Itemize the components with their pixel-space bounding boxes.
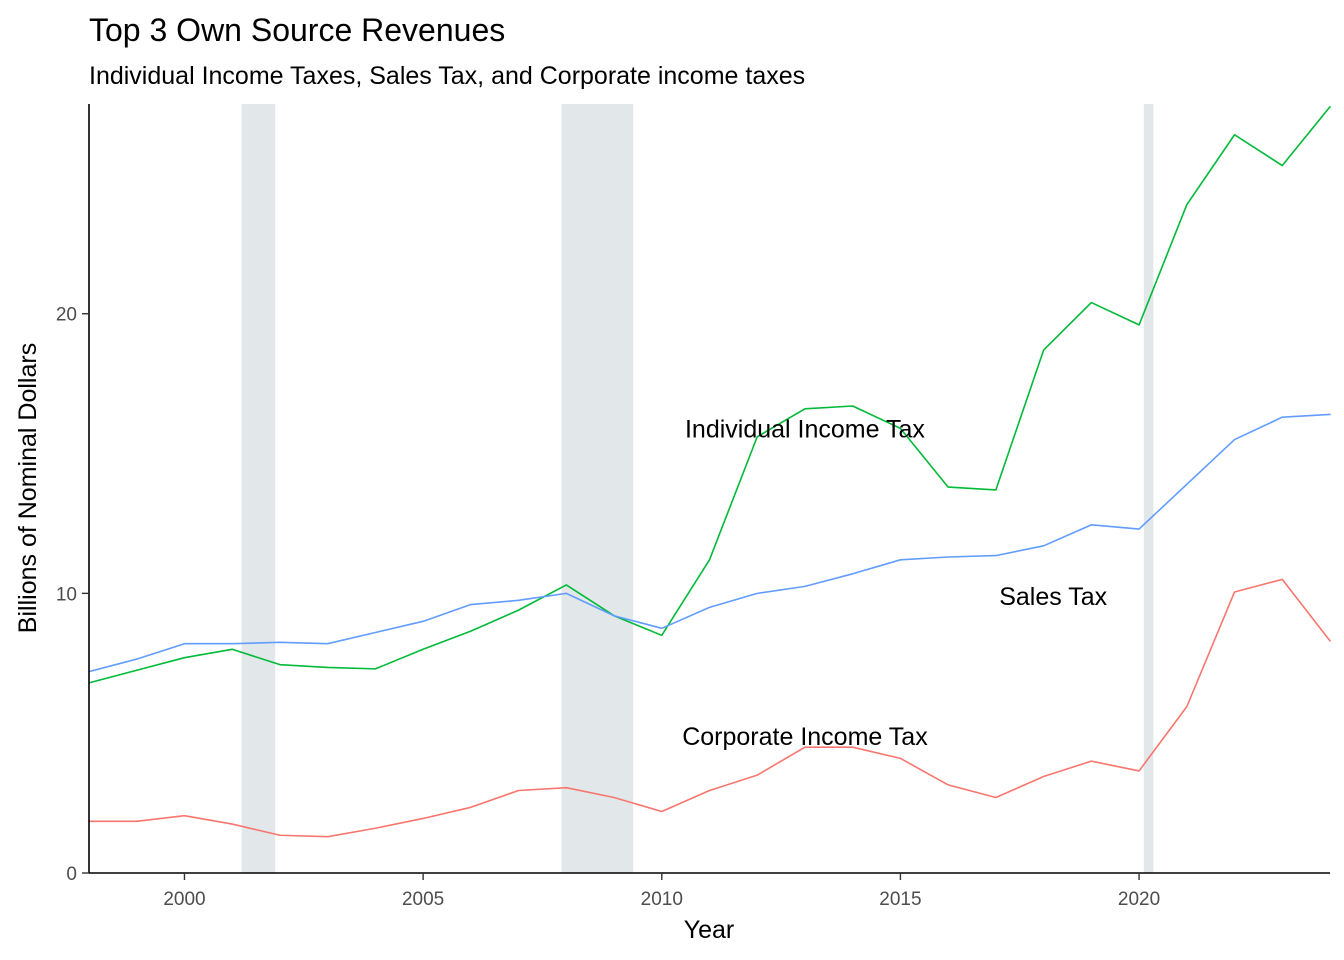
annotation-individual-income-tax: Individual Income Tax [685,415,925,443]
y-tick-label: 20 [56,305,77,326]
y-tick-label: 10 [56,584,77,605]
recession-band-2 [561,104,634,873]
x-tick-label: 2015 [879,889,921,910]
recession-bands [241,104,1154,873]
chart-title: Top 3 Own Source Revenues [89,12,505,48]
series-line-individual-income-tax [88,106,1331,684]
x-tick-label: 2000 [163,889,205,910]
y-tick-label: 0 [66,864,77,885]
recession-band-3 [1143,104,1154,873]
y-axis-ticks: 0 10 20 [56,305,89,885]
series-annotations: Individual Income Tax Sales Tax Corporate … [682,415,1107,751]
y-axis-title: Billions of Nominal Dollars [14,343,42,633]
recession-band-1 [241,104,276,873]
x-axis-title: Year [684,916,735,944]
x-tick-label: 2005 [402,889,444,910]
x-tick-label: 2010 [641,889,683,910]
series-line-sales-tax [88,413,1331,673]
series-line-corporate-income-tax [88,578,1331,838]
x-axis-ticks: 2000 2005 2010 2015 2020 [163,873,1160,910]
chart-subtitle: Individual Income Taxes, Sales Tax, and … [89,62,805,90]
annotation-sales-tax: Sales Tax [999,583,1107,611]
series-layer [88,106,1331,838]
annotation-corporate-income-tax: Corporate Income Tax [682,723,928,751]
x-tick-label: 2020 [1118,889,1160,910]
